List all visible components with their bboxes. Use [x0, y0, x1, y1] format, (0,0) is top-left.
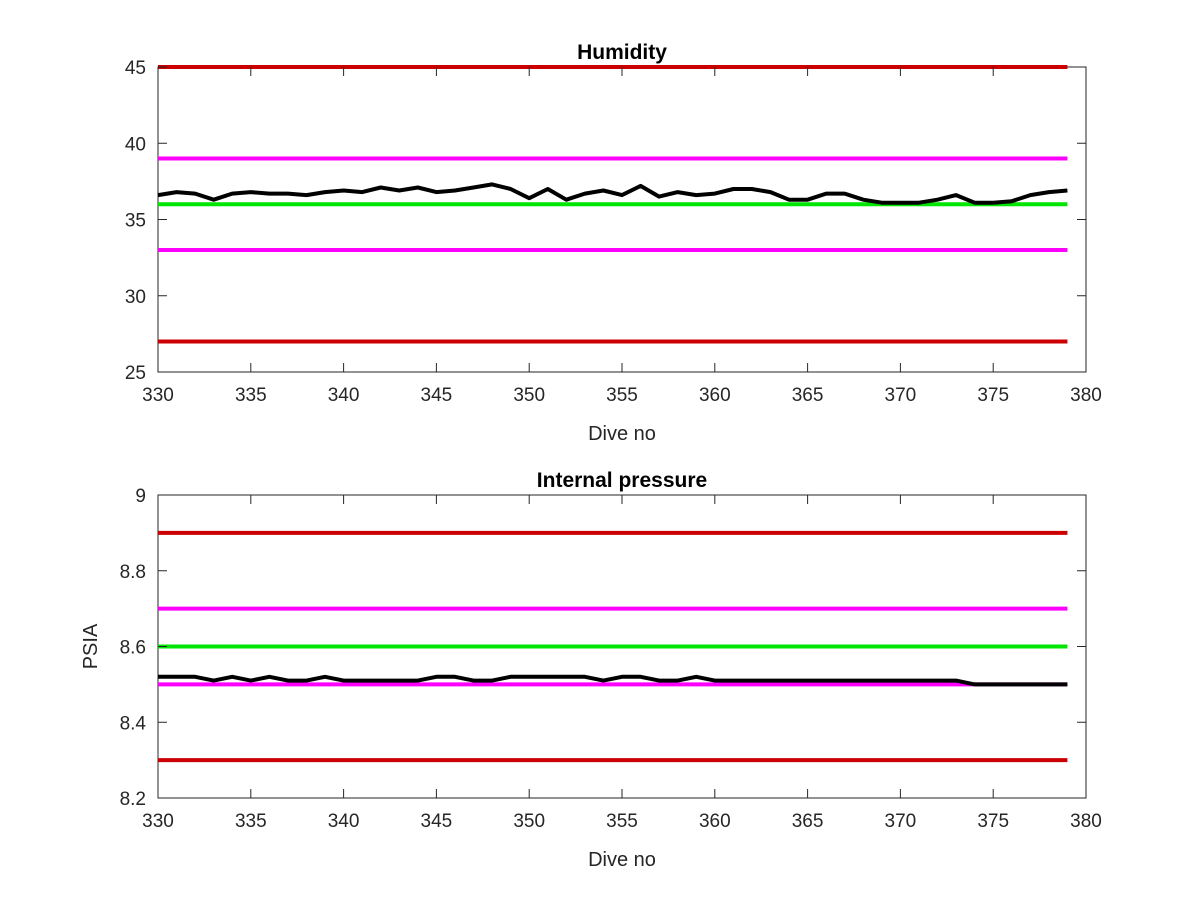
x-tick-label: 335 — [235, 385, 267, 406]
x-tick-label: 330 — [142, 385, 174, 406]
y-ticks: 8.2 8.4 8.6 8.8 9 — [120, 486, 1086, 810]
x-axis-label: Dive no — [588, 849, 656, 871]
x-tick-label: 380 — [1070, 385, 1102, 406]
x-tick-label: 340 — [328, 385, 360, 406]
x-tick-label: 345 — [421, 385, 453, 406]
reference-lines — [158, 530, 1068, 763]
y-tick-label: 25 — [125, 363, 146, 384]
chart-internal-pressure: 330 335 340 345 350 355 360 365 370 375 380 8.2 8.4… — [80, 469, 1102, 871]
x-ticks: 330 335 340 345 350 355 360 365 370 375 380 — [142, 495, 1102, 832]
chart-title: Internal pressure — [537, 469, 707, 492]
x-tick-label: 375 — [977, 811, 1009, 832]
y-axis-label: PSIA — [80, 623, 102, 669]
series-layer — [158, 674, 1068, 687]
series-layer — [157, 182, 1068, 205]
y-tick-label: 35 — [125, 211, 146, 232]
y-tick-label: 9 — [135, 486, 146, 507]
y-tick-label: 8.6 — [120, 638, 146, 659]
chart-title: Humidity — [577, 41, 667, 64]
x-tick-label: 370 — [885, 811, 917, 832]
y-ticks: 25 30 35 40 45 — [125, 58, 1086, 384]
x-tick-label: 355 — [606, 811, 638, 832]
x-tick-label: 350 — [513, 385, 545, 406]
y-tick-label: 40 — [125, 134, 146, 155]
x-tick-label: 360 — [699, 811, 731, 832]
x-tick-label: 365 — [792, 385, 824, 406]
y-tick-label: 8.4 — [120, 713, 147, 734]
x-tick-label: 370 — [885, 385, 917, 406]
x-tick-label: 335 — [235, 811, 267, 832]
x-tick-label: 355 — [606, 385, 638, 406]
y-tick-label: 8.2 — [120, 789, 146, 810]
x-axis-label: Dive no — [588, 423, 656, 445]
x-ticks: 330 335 340 345 350 355 360 365 370 375 380 — [142, 67, 1102, 406]
x-tick-label: 330 — [142, 811, 174, 832]
x-tick-label: 380 — [1070, 811, 1102, 832]
axes-box — [157, 66, 1087, 373]
y-tick-label: 30 — [125, 287, 146, 308]
x-tick-label: 340 — [328, 811, 360, 832]
reference-lines — [158, 65, 1068, 344]
chart-humidity: 330 335 340 345 350 355 360 365 370 375 380 25 30 35… — [125, 41, 1102, 445]
x-tick-label: 350 — [513, 811, 545, 832]
x-tick-label: 365 — [792, 811, 824, 832]
x-tick-label: 345 — [421, 811, 453, 832]
series-line-0 — [158, 674, 1068, 687]
x-tick-label: 375 — [977, 385, 1009, 406]
series-line-0 — [157, 182, 1068, 205]
y-tick-label: 8.8 — [120, 562, 146, 583]
y-tick-label: 45 — [125, 58, 146, 79]
x-tick-label: 360 — [699, 385, 731, 406]
